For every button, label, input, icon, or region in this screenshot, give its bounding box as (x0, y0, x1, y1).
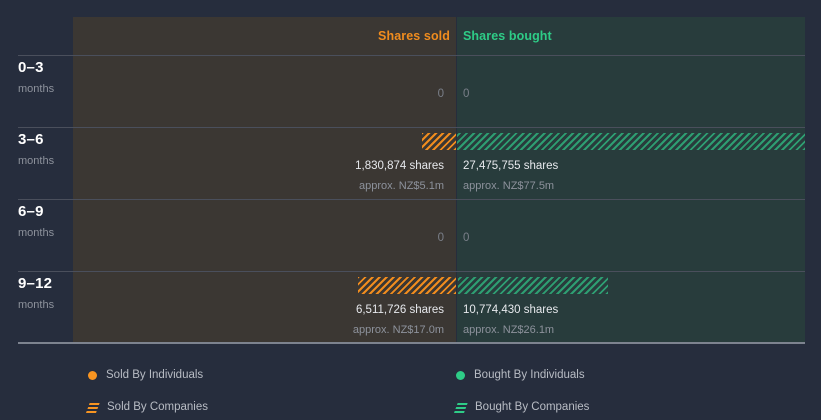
bought-shares-count: 0 (463, 232, 470, 244)
row-separator-1 (18, 55, 805, 56)
bought-shares-count: 10,774,430 shares (463, 304, 559, 316)
sold-approx-value: approx. NZ$17.0m (352, 324, 444, 336)
legend-dot-icon (88, 370, 97, 380)
bought-shares-count: 0 (463, 88, 470, 100)
legend-label: Bought By Companies (475, 401, 590, 413)
shares-sold-header: Shares sold (378, 29, 450, 43)
legend-hatch-icon (453, 401, 469, 413)
bought-shares-count: 27,475,755 shares (463, 160, 559, 172)
chart-baseline (18, 342, 805, 344)
legend-label: Sold By Companies (107, 401, 208, 413)
row-separator-3 (18, 199, 805, 200)
sold-shares-count: 6,511,726 shares (355, 304, 444, 316)
legend-bought-by-individuals[interactable]: Bought By Individuals (456, 369, 585, 381)
row-label-9-12-months: 9–12 months (18, 276, 73, 312)
row-separator-2 (18, 127, 805, 128)
row-separator-4 (18, 271, 805, 272)
sold-shares-count: 0 (437, 88, 444, 100)
row-6-9-bought-value: 0 (463, 231, 469, 246)
row-range-label: 3–6 (18, 131, 44, 148)
row-9-12-bought-value: 10,774,430 shares approx. NZ$26.1m (463, 303, 558, 338)
row-range-label: 6–9 (18, 203, 44, 220)
legend-sold-by-individuals[interactable]: Sold By Individuals (88, 369, 203, 381)
row-0-3-bought-value: 0 (463, 87, 469, 102)
row-label-0-3-months: 0–3 months (18, 60, 73, 96)
shares-bought-header: Shares bought (463, 29, 552, 43)
bought-approx-value: approx. NZ$26.1m (463, 324, 555, 336)
row-unit-label: months (18, 83, 55, 95)
bar-bought-3-6-months (457, 133, 805, 150)
row-0-3-sold-value: 0 (73, 87, 450, 102)
sold-shares-count: 0 (437, 232, 444, 244)
sold-shares-count: 1,830,874 shares (355, 160, 444, 172)
bar-sold-3-6-months (422, 133, 456, 150)
bar-sold-9-12-months (358, 277, 456, 294)
row-label-6-9-months: 6–9 months (18, 204, 73, 240)
sold-approx-value: approx. NZ$5.1m (359, 180, 444, 192)
row-label-3-6-months: 3–6 months (18, 132, 73, 168)
legend-hatch-icon (85, 401, 101, 413)
row-range-label: 9–12 (18, 275, 53, 292)
legend-label: Sold By Individuals (106, 369, 204, 381)
bought-approx-value: approx. NZ$77.5m (463, 180, 555, 192)
row-unit-label: months (18, 155, 55, 167)
legend-dot-icon (456, 370, 465, 380)
legend-bought-by-companies[interactable]: Bought By Companies (453, 401, 590, 413)
row-unit-label: months (18, 299, 55, 311)
row-3-6-bought-value: 27,475,755 shares approx. NZ$77.5m (463, 159, 558, 194)
row-unit-label: months (18, 227, 55, 239)
row-range-label: 0–3 (18, 59, 44, 76)
row-3-6-sold-value: 1,830,874 shares approx. NZ$5.1m (73, 159, 450, 194)
row-6-9-sold-value: 0 (73, 231, 450, 246)
bar-bought-9-12-months (458, 277, 608, 294)
column-header-row: Shares sold Shares bought (0, 17, 821, 55)
legend-sold-by-companies[interactable]: Sold By Companies (85, 401, 208, 413)
legend-label: Bought By Individuals (474, 369, 585, 381)
row-9-12-sold-value: 6,511,726 shares approx. NZ$17.0m (73, 303, 450, 338)
